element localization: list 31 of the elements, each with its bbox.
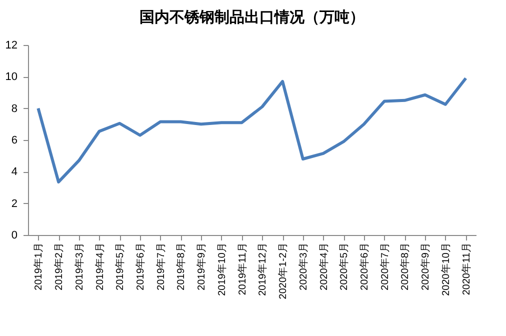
x-tick-label: 2019年12月 — [256, 242, 269, 296]
chart-title: 国内不锈钢制品出口情况（万吨） — [140, 9, 364, 26]
x-tick-label: 2020年1-2月 — [277, 242, 290, 300]
x-tick-label: 2019年7月 — [154, 242, 167, 290]
x-tick-label: 2020年6月 — [358, 242, 370, 290]
x-tick-label: 2020年10月 — [440, 242, 452, 296]
x-tick-label: 2019年6月 — [134, 242, 146, 290]
x-tick-label: 2020年11月 — [460, 242, 472, 296]
x-tick-label: 2019年8月 — [175, 242, 188, 290]
x-tick-label: 2019年9月 — [196, 242, 208, 290]
y-tick-label: 8 — [11, 102, 18, 115]
x-tick-label: 2019年11月 — [236, 242, 248, 296]
x-tick-label: 2019年5月 — [114, 242, 126, 290]
x-tick-label: 2019年2月 — [53, 242, 66, 290]
x-tick-label: 2019年10月 — [216, 242, 228, 296]
x-tick-label: 2020年9月 — [420, 242, 432, 290]
x-tick-label: 2020年5月 — [338, 242, 350, 290]
y-tick-label: 10 — [5, 71, 18, 84]
x-tick-label: 2019年3月 — [73, 242, 86, 290]
x-tick-label: 2019年1月 — [32, 242, 45, 290]
y-tick-label: 0 — [11, 230, 18, 242]
x-tick-label: 2020年8月 — [399, 242, 412, 290]
y-tick-label: 2 — [11, 198, 18, 210]
x-tick-label: 2020年7月 — [378, 242, 391, 290]
x-tick-label: 2020年4月 — [318, 242, 330, 290]
x-tick-label: 2019年4月 — [94, 242, 106, 290]
y-tick-label: 6 — [11, 134, 18, 146]
line-series — [36, 76, 468, 184]
y-tick-label: 4 — [11, 166, 18, 178]
y-tick-label: 12 — [5, 40, 18, 52]
x-tick-label: 2020年3月 — [297, 242, 310, 290]
